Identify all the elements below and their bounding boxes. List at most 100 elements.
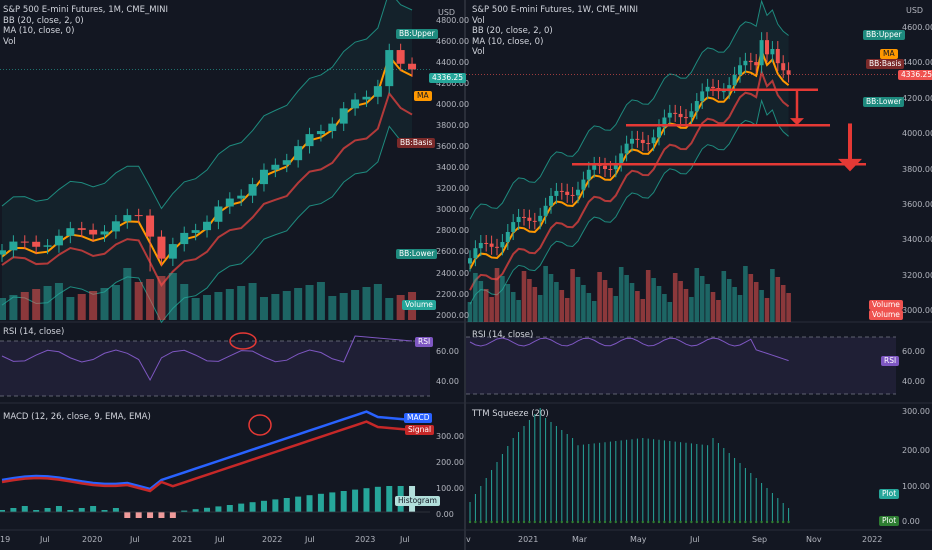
right-candle-body (646, 143, 651, 145)
right-time-tick: 2022 (862, 535, 883, 544)
left-histogram-bar (329, 492, 336, 512)
left-macd-line (1, 410, 413, 491)
left-time-tick: Jul (215, 535, 225, 544)
right-volume-bar (559, 290, 565, 322)
right-candle-body (603, 165, 607, 169)
left-histogram-bar (147, 512, 154, 518)
right-candle-body (786, 70, 791, 75)
left-time-tick: 19 (0, 535, 11, 544)
right-ttm-plot-label-2: Plot (879, 516, 900, 526)
right-bb-upper-line (469, 0, 789, 220)
right-price-tick: 4400.00 (902, 58, 932, 68)
right-volume-bar (597, 272, 602, 322)
right-candle-body (748, 60, 753, 63)
right-candle-body (532, 220, 537, 222)
right-volume-bar (581, 285, 586, 322)
right-candle-body (500, 242, 505, 248)
right-title: S&P 500 E-mini Futures, 1W, CME_MINI (472, 5, 639, 15)
right-candle-body (667, 112, 672, 118)
right-candle-body (559, 190, 564, 192)
right-volume-bar (613, 296, 619, 322)
right-volume-bar (591, 301, 597, 322)
right-ttm-dot (593, 520, 596, 524)
left-volume-bar (282, 291, 291, 320)
left-candle-body (9, 241, 18, 251)
left-macd-circle-annotation (248, 414, 272, 436)
right-volume-bar (489, 297, 494, 322)
right-volume-bar (672, 273, 678, 322)
left-volume-bar (134, 282, 143, 320)
right-candle-body (570, 194, 575, 196)
left-histogram-bar (33, 510, 40, 512)
left-candle-body (134, 215, 143, 217)
right-candle-body (673, 112, 678, 114)
left-candle-body (339, 108, 348, 124)
right-ttm-tick-200: 200.00 (902, 446, 930, 455)
right-ttm-dot (657, 520, 661, 524)
right-candle-body (624, 143, 629, 154)
right-arrow-1-head (790, 118, 804, 126)
right-candle-body (505, 231, 510, 243)
left-price-tick: 3800.00 (436, 120, 470, 130)
left-rsi-line (1, 335, 413, 382)
left-bb-upper-label: BB:Upper (396, 29, 438, 39)
right-candle-body (781, 63, 786, 71)
right-candle-body (694, 101, 699, 112)
right-ttm-dot (587, 520, 590, 524)
left-macd-tick-100: 100.00 (436, 484, 464, 493)
right-candle-body (554, 190, 559, 196)
left-volume-bar (20, 292, 29, 320)
left-histogram-bar (124, 512, 131, 518)
left-candle-body (259, 169, 268, 185)
left-volume-bar (146, 279, 155, 320)
right-ttm-dot (512, 520, 515, 524)
right-time-tick: Nov (806, 535, 822, 544)
left-histogram-bar (181, 510, 188, 512)
right-price-tick: 3200.00 (902, 270, 932, 280)
right-volume-bar (705, 284, 710, 322)
right-volume-bar (640, 299, 646, 322)
right-volume-bar (602, 280, 608, 322)
right-candle-body (516, 216, 521, 223)
right-price-tick: 3600.00 (902, 200, 932, 209)
right-ttm-dot (566, 520, 569, 524)
right-volume-bar (732, 287, 737, 322)
left-histogram-bar (226, 505, 233, 512)
left-volume-bar (9, 295, 18, 320)
left-volume-bar (373, 284, 382, 320)
left-bb-basis-line (1, 91, 413, 288)
right-last-price: 4336.25 (898, 70, 932, 80)
right-volume-bar (532, 287, 538, 322)
right-price-tick: 4600.00 (902, 22, 932, 32)
left-histogram-bar (0, 510, 5, 512)
right-candle-body (657, 127, 661, 138)
left-price-tick: 2600.00 (436, 247, 470, 257)
left-rsi-label: RSI (415, 337, 434, 347)
right-volume-bar (662, 294, 667, 322)
left-bb-upper-line (1, 0, 413, 210)
right-vol-legend-2: Vol (472, 47, 485, 57)
left-histogram-bar (317, 493, 324, 512)
left-candle-body (396, 50, 405, 64)
left-candle-body (271, 164, 280, 170)
left-candle-body (43, 245, 52, 247)
right-bb-basis-label: BB:Basis (866, 59, 905, 69)
right-ttm-dot (609, 520, 612, 524)
right-ttm-dot (782, 520, 785, 524)
left-candle-body (385, 50, 394, 87)
right-ttm-dot (738, 520, 742, 524)
right-volume-bar (500, 276, 505, 322)
left-time-tick: Jul (305, 535, 315, 544)
right-ttm-dot (549, 520, 553, 524)
right-rsi-tick-60: 60.00 (902, 347, 925, 356)
right-volume-bar (737, 295, 743, 322)
right-volume-bar (548, 274, 554, 322)
right-candle-body (651, 137, 656, 144)
right-ttm-tick-300: 300.00 (902, 407, 930, 416)
left-rsi-circle-annotation (229, 332, 257, 350)
right-volume-bar (467, 302, 473, 322)
left-candle-body (157, 236, 166, 259)
right-volume-bar (570, 269, 575, 322)
right-ttm-dot (468, 520, 472, 524)
